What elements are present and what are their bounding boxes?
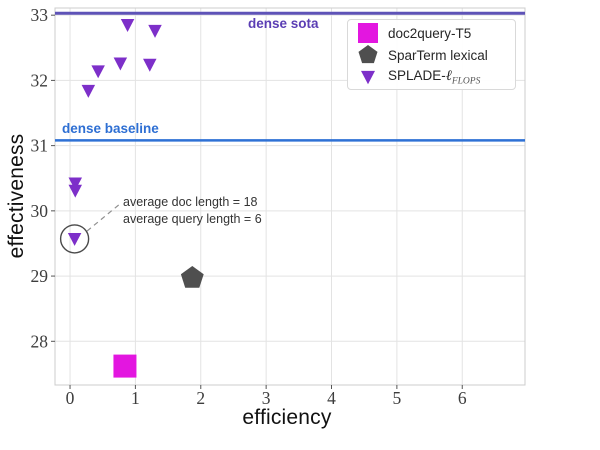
triangle-marker bbox=[67, 232, 82, 246]
triangle-marker bbox=[68, 177, 83, 191]
y-tick-label: 30 bbox=[31, 201, 49, 221]
annotation-text: average doc length = 18 average query le… bbox=[123, 194, 262, 227]
square-marker bbox=[113, 354, 137, 378]
triangle-marker bbox=[91, 65, 105, 79]
y-tick-label: 28 bbox=[31, 331, 49, 351]
square-marker bbox=[358, 23, 378, 43]
x-tick-label: 4 bbox=[327, 388, 336, 408]
y-tick-label: 33 bbox=[31, 5, 49, 25]
x-tick-label: 3 bbox=[262, 388, 271, 408]
legend: doc2query-T5 SparTerm lexical SPLADE-ℓFL… bbox=[347, 19, 516, 90]
x-tick-label: 0 bbox=[66, 388, 75, 408]
script-ell-glyph: ℓ bbox=[445, 67, 452, 84]
triangle-marker bbox=[68, 184, 83, 198]
triangle-marker bbox=[361, 70, 375, 85]
annotation-line-1: average doc length = 18 bbox=[123, 195, 258, 209]
x-tick-label: 2 bbox=[196, 388, 205, 408]
y-tick-label: 31 bbox=[31, 136, 49, 156]
legend-label-splade: SPLADE-ℓFLOPS bbox=[388, 67, 481, 87]
dense-sota-label: dense sota bbox=[248, 16, 319, 31]
triangle-marker bbox=[143, 58, 157, 72]
y-tick-label: 29 bbox=[31, 266, 49, 286]
x-tick-label: 5 bbox=[393, 388, 402, 408]
annotation-line-2: average query length = 6 bbox=[123, 211, 262, 226]
triangle-marker bbox=[113, 57, 128, 71]
y-axis-title: effectiveness bbox=[5, 133, 28, 259]
x-tick-label: 6 bbox=[458, 388, 467, 408]
legend-label-doc2query: doc2query-T5 bbox=[388, 25, 472, 41]
x-tick-label: 1 bbox=[131, 388, 140, 408]
legend-item-splade: SPLADE-ℓFLOPS bbox=[348, 66, 515, 88]
pentagon-marker bbox=[358, 45, 378, 64]
plot-border bbox=[54, 7, 526, 386]
triangle-marker bbox=[120, 19, 135, 32]
triangle-marker bbox=[148, 24, 162, 38]
dense-baseline-label: dense baseline bbox=[62, 121, 159, 136]
pentagon-marker bbox=[180, 266, 204, 288]
y-tick-label: 32 bbox=[31, 70, 49, 90]
flops-subscript: FLOPS bbox=[451, 76, 481, 87]
triangle-marker bbox=[81, 84, 96, 98]
annotation-circle bbox=[59, 224, 90, 254]
annotation-leader-line bbox=[86, 202, 122, 232]
legend-item-doc2query: doc2query-T5 bbox=[348, 22, 515, 44]
triangle-marker-icon bbox=[361, 70, 375, 85]
pentagon-marker-icon bbox=[358, 45, 378, 64]
legend-label-sparterm: SparTerm lexical bbox=[388, 47, 488, 63]
x-axis-title: efficiency bbox=[242, 406, 332, 429]
square-marker-icon bbox=[358, 23, 378, 43]
legend-item-sparterm: SparTerm lexical bbox=[348, 44, 515, 66]
